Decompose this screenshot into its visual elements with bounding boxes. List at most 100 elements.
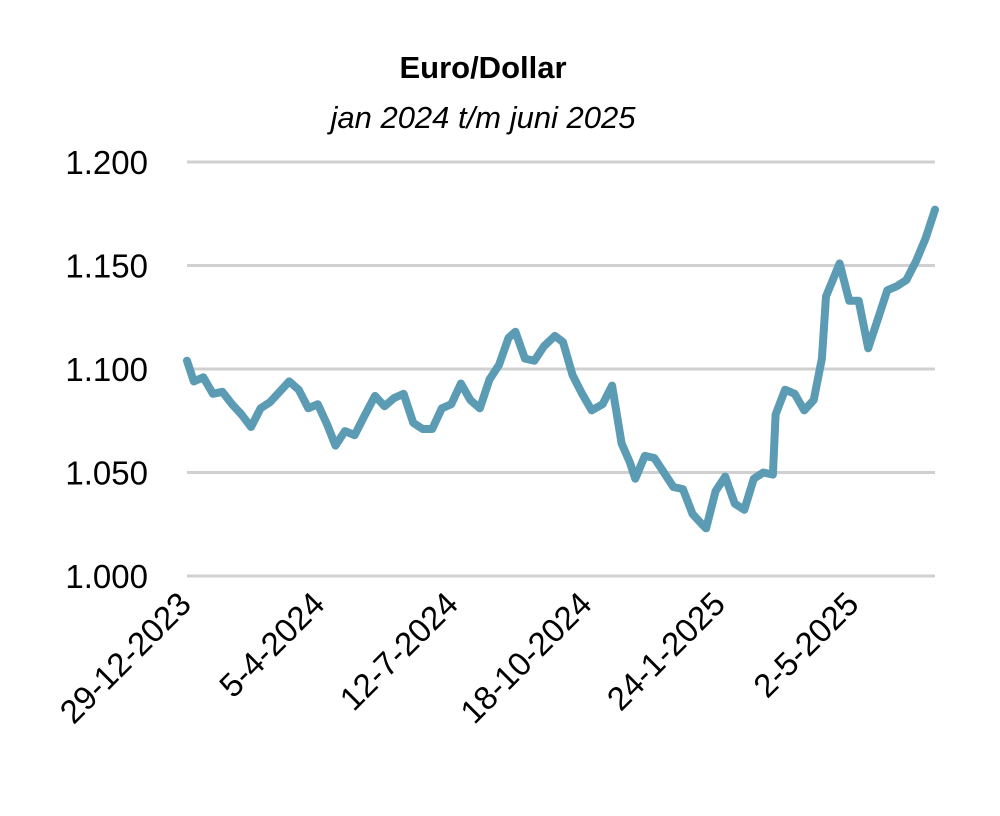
data-point <box>259 407 262 410</box>
data-point <box>202 376 205 379</box>
data-point <box>269 401 272 404</box>
data-point <box>374 394 376 397</box>
x-tick-label: 2-5-2025 <box>746 585 866 705</box>
x-tick-label: 12-7-2024 <box>332 585 465 718</box>
data-point <box>653 457 656 459</box>
data-point <box>803 409 806 412</box>
x-tick-label: 5-4-2024 <box>212 585 332 705</box>
data-point <box>701 523 703 526</box>
data-point <box>288 380 291 383</box>
data-point <box>634 477 637 480</box>
gridlines <box>187 160 935 578</box>
data-point <box>488 378 491 381</box>
data-point <box>250 426 252 428</box>
data-point <box>914 260 917 263</box>
data-point <box>307 407 310 410</box>
data-point <box>533 359 536 362</box>
data-point <box>240 413 243 416</box>
data-point <box>543 345 545 348</box>
data-point <box>440 407 443 410</box>
data-point <box>297 388 300 391</box>
data-point <box>724 475 727 478</box>
data-point <box>469 399 472 402</box>
x-tick-label: 18-10-2024 <box>453 585 599 731</box>
data-point <box>383 405 386 408</box>
data-point <box>211 392 214 395</box>
data-point <box>662 471 665 474</box>
data-point <box>278 390 281 393</box>
x-tick-label: 24-1-2025 <box>599 585 732 718</box>
y-tick-label: 1.000 <box>65 558 148 595</box>
data-point <box>353 434 356 437</box>
y-tick-label: 1.050 <box>65 455 148 492</box>
y-tick-label: 1.150 <box>65 248 148 285</box>
data-point <box>643 454 646 457</box>
data-point <box>186 359 188 362</box>
data-point <box>431 428 434 430</box>
y-tick-label: 1.200 <box>65 144 148 181</box>
data-point <box>886 289 889 292</box>
data-point <box>762 471 765 474</box>
series-group <box>183 205 939 533</box>
data-point <box>334 444 337 447</box>
data-point <box>820 357 823 360</box>
data-point <box>825 295 827 298</box>
data-point <box>393 397 396 399</box>
data-point <box>774 413 777 416</box>
data-point <box>934 208 936 211</box>
data-point <box>620 442 623 445</box>
data-point <box>412 421 415 424</box>
data-point <box>743 508 746 511</box>
data-point <box>867 347 870 350</box>
data-point <box>714 490 717 493</box>
data-point <box>793 392 796 395</box>
data-point <box>601 403 604 406</box>
data-point <box>812 399 815 402</box>
data-point <box>628 461 631 464</box>
data-point <box>705 527 708 530</box>
data-point <box>553 334 556 337</box>
series-line-euro-dollar <box>183 205 939 533</box>
data-point <box>421 428 424 430</box>
data-point <box>450 403 453 406</box>
y-axis-tick-labels: 1.000 1.050 1.100 1.150 1.200 <box>65 144 148 595</box>
data-point <box>459 382 462 385</box>
data-point <box>838 262 841 265</box>
data-point <box>344 430 346 433</box>
data-point <box>402 392 405 395</box>
data-point <box>581 392 584 395</box>
y-tick-label: 1.100 <box>65 351 148 388</box>
data-point <box>924 237 927 240</box>
data-point <box>848 299 851 302</box>
x-tick-label: 29-12-2023 <box>52 585 198 731</box>
data-point <box>895 285 898 288</box>
data-point <box>905 279 908 281</box>
data-point <box>771 473 774 476</box>
data-point <box>231 403 233 406</box>
data-point <box>363 415 366 418</box>
data-point <box>498 363 500 366</box>
data-point <box>857 299 860 302</box>
data-point <box>192 380 195 383</box>
data-point <box>752 477 755 480</box>
data-point <box>611 384 614 387</box>
data-point <box>478 407 481 410</box>
data-point <box>507 336 510 339</box>
data-point <box>876 318 879 321</box>
data-point <box>784 388 787 391</box>
data-point <box>562 341 564 344</box>
data-point <box>514 330 517 333</box>
data-point <box>221 390 224 393</box>
data-point <box>672 486 675 488</box>
data-point <box>691 512 694 515</box>
chart-title: Euro/Dollar <box>399 50 566 85</box>
data-point <box>326 423 329 426</box>
data-point <box>523 357 526 360</box>
data-point <box>733 502 736 505</box>
data-point <box>571 374 574 377</box>
data-point <box>590 409 593 412</box>
data-point <box>681 488 684 491</box>
chart-subtitle: jan 2024 t/m juni 2025 <box>326 100 636 135</box>
